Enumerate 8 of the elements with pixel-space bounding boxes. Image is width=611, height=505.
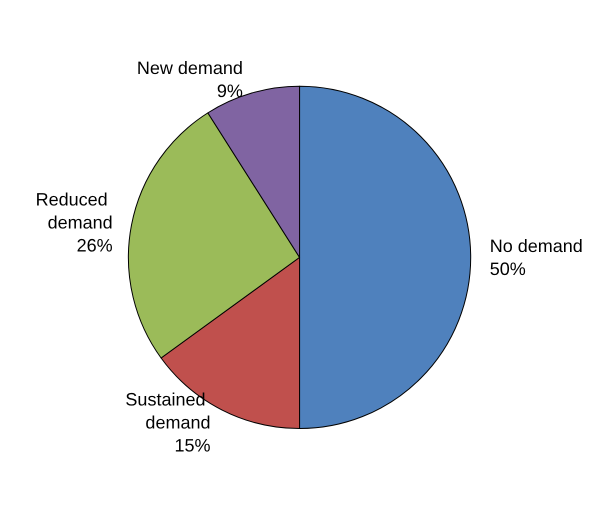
- slice-label: No demand: [490, 236, 583, 256]
- data-label: 15%: [174, 435, 210, 456]
- data-label: 26%: [76, 236, 113, 256]
- slice-label: Sustained demand: [125, 389, 210, 432]
- slice-label: Reduced demand: [36, 190, 113, 233]
- data-label: 9%: [216, 81, 243, 102]
- data-label: 50%: [490, 258, 526, 279]
- slice-label: New demand: [136, 58, 243, 78]
